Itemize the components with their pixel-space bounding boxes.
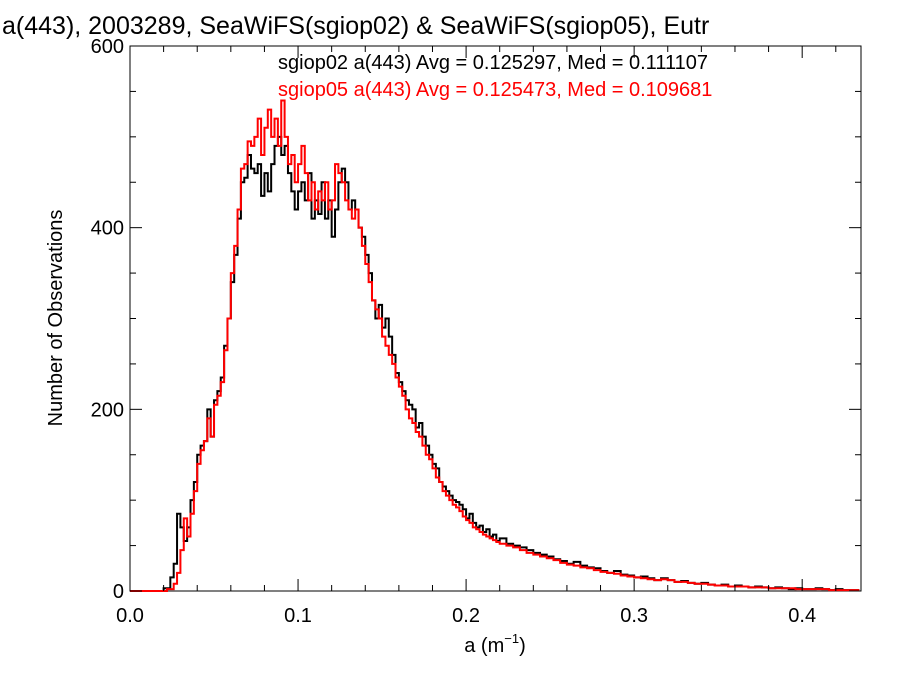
tick-layer: 0.0 0.1 0.2 0.3 0.4 0 200 400 600 [91,36,861,627]
legend-entry-sgiop05: sgiop05 a(443) Avg = 0.125473, Med = 0.1… [278,79,712,101]
x-axis-label-base: a (m [464,635,504,657]
chart-title: a(443), 2003289, SeaWiFS(sgiop02) & SeaW… [2,12,709,40]
legend-entry-sgiop02: sgiop02 a(443) Avg = 0.125297, Med = 0.1… [278,52,708,74]
x-tick-label: 0.0 [116,605,144,627]
x-tick-label: 0.4 [788,605,816,627]
x-tick-label: 0.1 [284,605,312,627]
y-tick-label: 200 [91,399,124,421]
x-tick-label: 0.2 [452,605,480,627]
x-axis-label-close: ) [519,635,526,657]
y-tick-label: 0 [113,581,124,603]
x-tick-label: 0.3 [620,605,648,627]
plot-frame [129,45,862,592]
series-layer [130,99,860,592]
y-tick-label: 600 [91,36,124,58]
series-line-sgiop05 [130,99,860,592]
legend: sgiop02 a(443) Avg = 0.125297, Med = 0.1… [278,52,712,101]
x-axis-label-sup: −1 [504,631,519,646]
series-line-sgiop02 [130,135,860,592]
plot-area: 0.0 0.1 0.2 0.3 0.4 0 200 400 600 [91,36,862,627]
y-axis-label: Number of Observations [45,210,67,427]
y-tick-label: 400 [91,218,124,240]
x-axis-label: a (m−1) [464,631,526,657]
